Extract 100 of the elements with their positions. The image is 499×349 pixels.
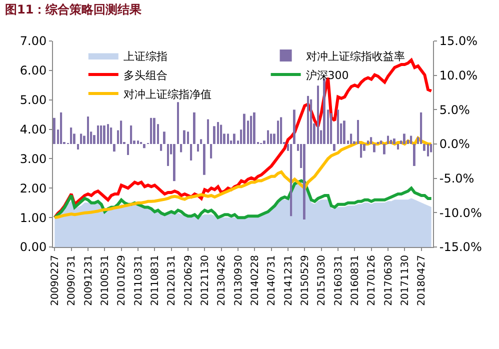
bar (383, 144, 386, 154)
y-tick-label: 7.00 (20, 34, 47, 48)
bar (153, 118, 156, 144)
x-tick-label: 20141231 (283, 255, 294, 306)
bar (387, 136, 389, 144)
bar (193, 112, 196, 144)
legend-label: 多头组合 (123, 68, 168, 82)
y-tick-label: 1.00 (20, 210, 47, 225)
bar (430, 144, 432, 152)
bar (70, 128, 72, 144)
bar (403, 134, 406, 144)
x-tick-label: 20151030 (316, 255, 328, 306)
bar (143, 144, 146, 148)
y2-tick-label: 15.0% (439, 34, 478, 48)
bar (163, 132, 166, 144)
bar (217, 122, 219, 144)
bar (213, 126, 216, 144)
bar (233, 134, 236, 144)
bar (210, 144, 212, 158)
y2-tick-label: -15.0% (439, 240, 482, 254)
bar (203, 144, 206, 175)
bar (100, 125, 102, 144)
x-tick-label: 20170126 (366, 255, 378, 306)
x-tick-label: 20160331 (333, 255, 344, 306)
bar (150, 118, 152, 144)
bar (197, 144, 199, 152)
bar (167, 144, 169, 166)
line-series (53, 136, 433, 220)
x-tick-label: 20170630 (383, 255, 394, 306)
bar (337, 110, 339, 144)
y-tick-label: 3.00 (20, 152, 47, 166)
x-tick-label: 20100531 (100, 255, 111, 306)
x-tick-label: 20160831 (350, 255, 361, 306)
bar (127, 144, 129, 155)
x-tick-label: 20180427 (416, 255, 428, 306)
y-tick-label: 5.00 (20, 93, 47, 108)
chart-title: 图11：综合策略回测结果 (4, 2, 143, 17)
bar (130, 125, 132, 144)
y2-tick-label: 10.0% (439, 68, 478, 83)
y2-tick-label: 0.0% (439, 137, 470, 152)
x-tick-label: 20110831 (150, 255, 161, 306)
bar (357, 120, 359, 144)
bar (310, 99, 312, 144)
bar (393, 138, 396, 144)
bar (427, 144, 429, 156)
bar (97, 125, 99, 144)
bar (250, 116, 252, 144)
bar (243, 114, 246, 144)
bar (410, 136, 412, 144)
y-tick-label: 6.00 (20, 64, 47, 78)
bar (137, 140, 139, 144)
bar (160, 144, 162, 151)
y-tick-label: 0.00 (20, 240, 47, 254)
bar (207, 119, 209, 144)
bar (380, 140, 382, 144)
bar (290, 144, 292, 216)
bar (343, 120, 346, 144)
bar (370, 137, 372, 144)
bar (350, 134, 352, 144)
bar (227, 134, 229, 144)
bar (323, 78, 326, 144)
bar (420, 112, 422, 144)
y2-tick-label: -5.0% (439, 172, 474, 186)
x-tick-label: 20140731 (266, 255, 278, 306)
bar (120, 120, 122, 144)
bar (220, 124, 222, 144)
bar (110, 128, 112, 144)
bar (180, 144, 182, 152)
x-tick-label: 20130930 (233, 255, 244, 306)
bar (277, 120, 279, 144)
bar (113, 144, 116, 152)
bar (107, 124, 109, 144)
x-tick-label: 20120131 (166, 255, 178, 306)
bar (80, 134, 82, 144)
legend-label: 沪深300 (306, 68, 349, 82)
x-tick-label: 20090227 (50, 255, 61, 306)
x-tick-label: 20140228 (250, 255, 261, 306)
y2-tick-label: 5.0% (439, 102, 470, 117)
bar (200, 139, 202, 144)
bar (373, 144, 376, 152)
bar (173, 144, 176, 182)
bar (317, 86, 319, 144)
x-tick-label: 20091231 (83, 255, 94, 306)
bar (397, 144, 399, 150)
bar (390, 140, 392, 144)
bar (87, 116, 89, 144)
bar (60, 112, 62, 144)
bar (270, 134, 272, 144)
bar (103, 125, 106, 144)
legend-label: 上证综指 (123, 50, 168, 63)
x-tick-label: 20121130 (200, 255, 211, 306)
bar (187, 132, 189, 144)
legend-label: 对冲上证综指净值 (123, 88, 212, 101)
legend-label: 对冲上证综指收益率 (306, 50, 405, 63)
bar (267, 130, 269, 144)
x-tick-label: 20110331 (133, 255, 144, 306)
x-tick-label: 20150529 (300, 255, 311, 306)
x-tick-label: 20171130 (400, 255, 411, 306)
bar (190, 144, 192, 160)
x-tick-label: 20101029 (116, 255, 128, 306)
